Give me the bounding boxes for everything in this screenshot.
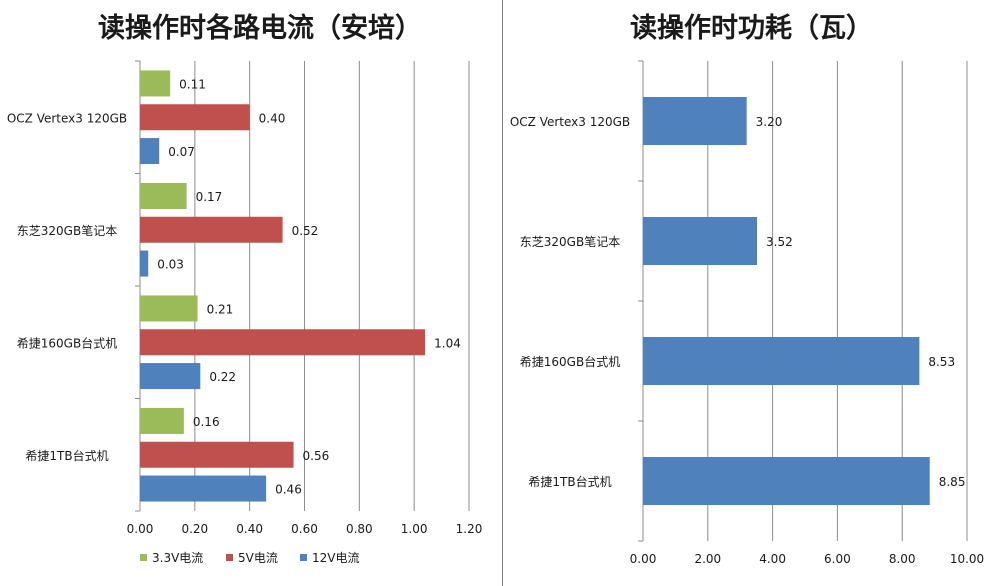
bar	[643, 457, 930, 505]
panel-divider	[502, 0, 503, 586]
x-tick-label: 2.00	[694, 552, 721, 566]
category-label: 希捷1TB台式机	[528, 474, 611, 489]
bar	[140, 250, 149, 277]
bar	[140, 295, 198, 322]
bar	[643, 217, 758, 265]
data-label: 0.03	[157, 258, 184, 272]
data-label: 0.16	[193, 415, 220, 429]
bar	[140, 182, 187, 209]
bar	[140, 363, 201, 390]
data-label: 8.85	[939, 475, 966, 489]
category-label: 希捷160GB台式机	[17, 335, 117, 350]
x-tick-label: 8.00	[889, 552, 916, 566]
bar	[140, 407, 184, 434]
category-label: 希捷1TB台式机	[25, 448, 108, 463]
x-tick-label: 0.00	[630, 552, 657, 566]
data-label: 0.11	[179, 77, 206, 91]
bar	[140, 104, 250, 131]
x-tick-label: 1.20	[456, 522, 483, 536]
x-tick-label: 4.00	[759, 552, 786, 566]
data-label: 8.53	[928, 355, 955, 369]
data-label: 0.46	[275, 483, 302, 497]
x-tick-label: 0.80	[346, 522, 373, 536]
data-label: 0.07	[168, 145, 195, 159]
legend-swatch	[226, 554, 233, 561]
category-label: 东芝320GB笔记本	[520, 234, 620, 249]
x-tick-label: 0.20	[181, 522, 208, 536]
data-label: 0.17	[196, 190, 223, 204]
legend-swatch	[140, 554, 147, 561]
data-label: 0.22	[209, 370, 236, 384]
bar	[140, 70, 171, 97]
data-label: 0.52	[292, 224, 319, 238]
x-tick-label: 6.00	[824, 552, 851, 566]
x-tick-label: 0.00	[127, 522, 154, 536]
data-label: 0.21	[207, 302, 234, 316]
bar	[140, 216, 283, 243]
bar	[643, 337, 920, 385]
x-tick-label: 10.00	[950, 552, 984, 566]
bar	[643, 97, 747, 145]
bar	[140, 138, 160, 165]
legend-label: 3.3V电流	[152, 551, 203, 565]
x-tick-label: 0.40	[236, 522, 263, 536]
data-label: 1.04	[434, 336, 461, 350]
category-label: 东芝320GB笔记本	[17, 223, 117, 238]
legend-swatch	[300, 554, 307, 561]
data-label: 3.52	[766, 235, 793, 249]
data-label: 0.40	[259, 111, 286, 125]
current-bar-chart: 0.00 0.20 0.40 0.60 0.80 1.00 1.20 OCZ Vertex3 …	[7, 60, 483, 565]
data-label: 3.20	[756, 115, 783, 129]
category-label: OCZ Vertex3 120GB	[510, 115, 630, 129]
x-tick-label: 0.60	[291, 522, 318, 536]
x-tick-label: 1.00	[401, 522, 428, 536]
category-label: OCZ Vertex3 120GB	[7, 111, 127, 125]
chart-title-power: 读操作时功耗（瓦）	[630, 13, 873, 44]
data-label: 0.56	[303, 449, 330, 463]
bar	[140, 475, 267, 502]
bar	[140, 329, 426, 356]
chart-title-current: 读操作时各路电流（安培）	[98, 13, 422, 44]
bar	[140, 441, 294, 468]
category-label: 希捷160GB台式机	[520, 354, 620, 369]
legend-label: 12V电流	[312, 551, 359, 565]
legend-label: 5V电流	[238, 551, 278, 565]
